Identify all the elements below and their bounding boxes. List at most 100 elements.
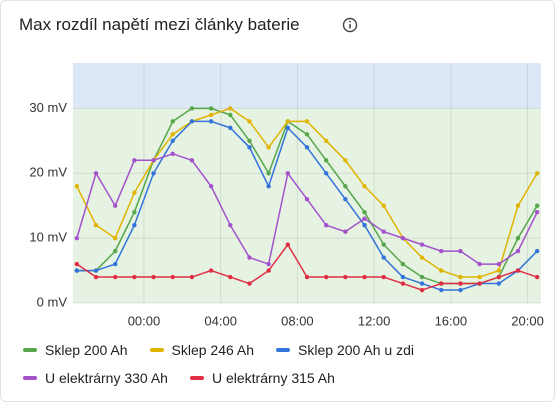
data-point — [458, 287, 463, 293]
data-point — [112, 235, 118, 241]
legend-swatch — [149, 348, 164, 352]
data-point — [266, 268, 271, 273]
data-point — [381, 242, 386, 247]
data-point — [343, 158, 348, 163]
data-point — [285, 242, 291, 247]
data-point — [228, 274, 233, 280]
data-point — [381, 274, 386, 280]
data-point — [151, 274, 156, 280]
data-point — [362, 184, 367, 189]
data-point — [247, 255, 252, 260]
data-point — [381, 203, 386, 208]
legend-label: U elektrárny 315 Ah — [211, 370, 335, 386]
data-point — [515, 235, 521, 241]
legend-item[interactable]: Sklep 246 Ah — [149, 341, 255, 359]
data-point — [419, 281, 425, 286]
legend-label: Sklep 246 Ah — [171, 342, 255, 358]
legend-swatch — [23, 348, 37, 352]
data-point — [112, 203, 118, 208]
data-point — [266, 145, 271, 150]
data-point — [400, 261, 406, 267]
data-point — [419, 274, 425, 280]
data-point — [74, 184, 80, 189]
data-point — [208, 184, 214, 189]
chart-title: Max rozdíl napětí mezi články baterie — [19, 15, 300, 34]
data-point — [151, 171, 156, 176]
data-point — [439, 248, 444, 254]
x-tick-label: 00:00 — [128, 313, 161, 328]
data-point — [343, 197, 348, 202]
data-point — [400, 274, 406, 280]
data-point — [400, 235, 406, 241]
data-point — [266, 261, 271, 267]
data-point — [170, 119, 175, 124]
data-point — [362, 222, 367, 228]
x-tick-label: 04:00 — [204, 313, 237, 328]
legend-item[interactable]: U elektrárny 315 Ah — [189, 369, 335, 387]
data-point — [439, 268, 444, 273]
data-point — [381, 229, 386, 234]
data-point — [93, 274, 99, 280]
data-point — [189, 158, 195, 163]
data-point — [323, 274, 329, 280]
legend-item[interactable]: U elektrárny 330 Ah — [23, 369, 168, 387]
data-point — [496, 261, 502, 267]
data-point — [132, 158, 137, 163]
data-point — [228, 112, 233, 118]
data-point — [112, 248, 118, 254]
data-point — [285, 125, 291, 131]
data-point — [400, 281, 406, 286]
data-point — [323, 222, 329, 228]
threshold-band-high — [73, 63, 541, 109]
data-point — [515, 248, 521, 254]
data-point — [247, 138, 252, 144]
data-point — [304, 119, 310, 124]
data-point — [228, 125, 233, 131]
data-point — [439, 281, 444, 286]
data-point — [362, 274, 367, 280]
data-point — [439, 287, 444, 293]
data-point — [477, 281, 482, 286]
legend-swatch — [23, 376, 37, 380]
legend-item[interactable]: Sklep 200 Ah u zdi — [276, 341, 414, 359]
data-point — [477, 274, 482, 280]
data-point — [247, 281, 252, 286]
data-point — [496, 274, 502, 280]
threshold-band-low — [73, 108, 541, 304]
x-tick-label: 08:00 — [281, 313, 314, 328]
data-point — [266, 171, 271, 176]
data-point — [323, 138, 329, 144]
data-point — [112, 261, 118, 267]
info-icon[interactable] — [342, 17, 358, 33]
data-point — [381, 255, 386, 260]
data-point — [132, 274, 137, 280]
data-point — [534, 248, 540, 254]
data-point — [343, 184, 348, 189]
data-point — [228, 106, 233, 111]
data-point — [132, 209, 137, 215]
data-point — [419, 255, 425, 260]
x-tick-label: 12:00 — [358, 313, 391, 328]
data-point — [304, 197, 310, 202]
data-point — [458, 248, 463, 254]
data-point — [208, 268, 214, 273]
data-point — [515, 268, 521, 273]
data-point — [285, 119, 291, 124]
y-tick-label: 0 mV — [37, 294, 68, 309]
legend-label: Sklep 200 Ah u zdi — [298, 342, 415, 358]
data-point — [343, 229, 348, 234]
data-point — [247, 119, 252, 124]
data-point — [419, 242, 425, 247]
data-point — [189, 274, 195, 280]
data-point — [323, 171, 329, 176]
data-point — [477, 261, 482, 267]
data-point — [208, 112, 214, 118]
data-point — [362, 216, 367, 221]
data-point — [304, 145, 310, 150]
data-point — [304, 132, 310, 137]
data-point — [247, 145, 252, 150]
y-tick-label: 10 mV — [29, 230, 67, 245]
legend-item[interactable]: Sklep 200 Ah — [23, 341, 128, 359]
data-point — [362, 209, 367, 215]
